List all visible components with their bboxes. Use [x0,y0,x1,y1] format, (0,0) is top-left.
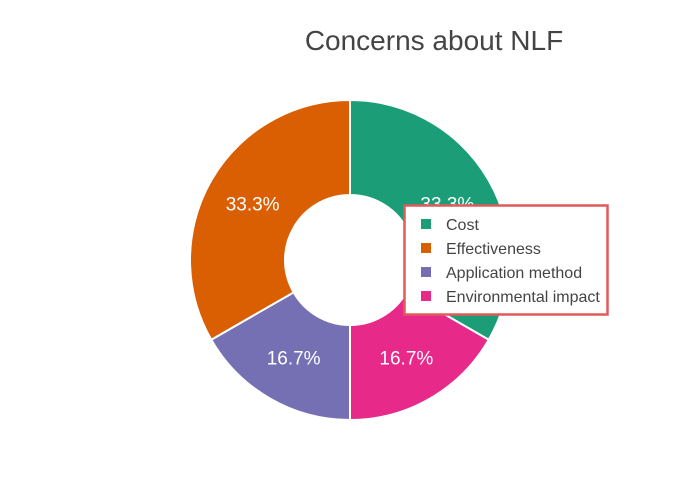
legend-item-environmental-impact[interactable]: Environmental impact [421,289,600,306]
legend-label-effectiveness: Effectiveness [446,241,541,258]
slice-labels: 33.3%16.7%16.7%33.3% [226,195,475,370]
slice-environmental-impact[interactable] [349,291,491,422]
slice-label-application-method: 16.7% [267,348,321,369]
slice-effectiveness[interactable] [189,98,351,342]
legend-swatch-effectiveness [421,243,431,253]
slice-label-effectiveness: 33.3% [226,195,280,216]
legend[interactable]: Cost Effectiveness Application method Envir… [403,204,609,316]
legend-swatch-application-method [421,267,431,277]
legend-label-environmental-impact: Environmental impact [446,289,600,306]
legend-border [403,204,609,316]
legend-item-application-method[interactable]: Application method [421,265,582,282]
slice-application-method[interactable] [209,291,351,422]
legend-swatch-environmental-impact [421,291,431,301]
chart-title: Concerns about NLF [305,25,563,56]
legend-swatch-cost [421,219,431,229]
legend-item-cost[interactable]: Cost [421,217,479,234]
slice-label-environmental-impact: 16.7% [379,348,433,369]
legend-label-application-method: Application method [446,265,582,282]
legend-item-effectiveness[interactable]: Effectiveness [421,241,541,258]
legend-label-cost: Cost [446,217,479,234]
